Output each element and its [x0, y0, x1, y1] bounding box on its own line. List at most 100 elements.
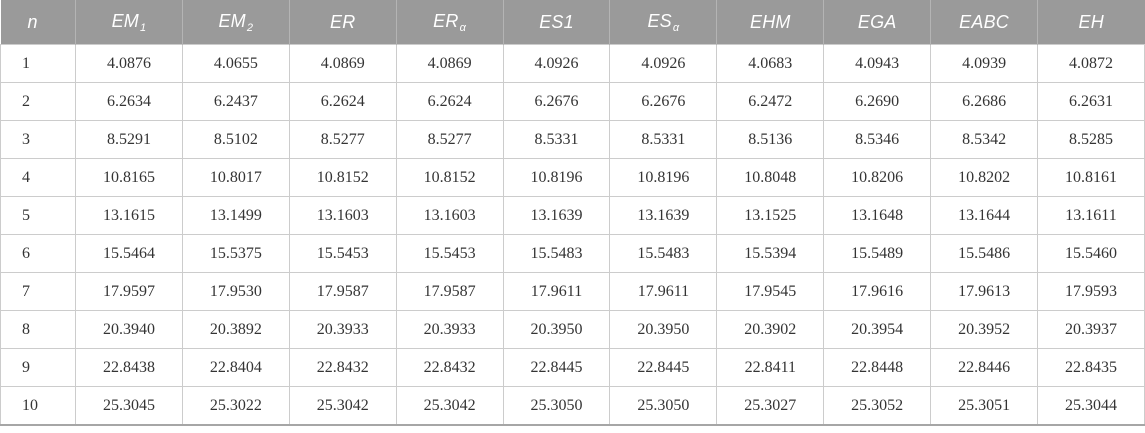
table-cell: 6.2686 [930, 82, 1039, 121]
header-subscript: 1 [139, 21, 147, 34]
table-row: 3 8.5291 8.5102 8.5277 8.5277 8.5331 8.5331 8.5… [0, 120, 1145, 159]
table-cell: 10.8196 [609, 158, 718, 197]
table-cell: 22.8432 [395, 348, 504, 387]
header-label: ES [647, 10, 672, 31]
table-cell: 25.3042 [395, 386, 504, 426]
header-label: EM [218, 10, 246, 31]
table-cell: 13.1639 [502, 196, 611, 235]
header-cell-n: n [0, 0, 76, 45]
table-cell: 20.3950 [609, 310, 718, 349]
table-cell: 10.8017 [181, 158, 290, 197]
table-cell: 17.9611 [502, 272, 611, 311]
table-cell: 6.2634 [75, 82, 183, 121]
table-cell: 4.0869 [288, 44, 397, 83]
table-cell: 22.8438 [75, 348, 183, 387]
table-cell: 17.9597 [75, 272, 183, 311]
table-cell: 8.5346 [823, 120, 932, 159]
table-cell: 6.2437 [181, 82, 290, 121]
table-cell: 20.3933 [395, 310, 504, 349]
table-cell: 20.3950 [502, 310, 611, 349]
table-cell: 4.0655 [181, 44, 290, 83]
table-cell: 13.1639 [609, 196, 718, 235]
table-header: n EM1 EM2 ER ERα ES1 ESα EHM EGA EABC EH [0, 0, 1145, 45]
table-cell: 8.5102 [181, 120, 290, 159]
row-index-cell: 5 [0, 196, 76, 235]
row-index-cell: 10 [0, 386, 76, 426]
table-cell: 20.3902 [716, 310, 825, 349]
table-cell: 20.3954 [823, 310, 932, 349]
row-index-cell: 4 [0, 158, 76, 197]
table-cell: 8.5331 [502, 120, 611, 159]
header-cell-er-alpha: ERα [395, 0, 504, 45]
header-label: EHM [749, 11, 791, 32]
row-index-cell: 6 [0, 234, 76, 273]
header-cell-em-1: EM1 [75, 0, 183, 45]
header-cell-ehm: EHM [716, 0, 824, 45]
table-cell: 25.3052 [823, 386, 932, 426]
table-cell: 20.3892 [181, 310, 290, 349]
row-index-cell: 3 [0, 120, 76, 159]
table-row: 8 20.3940 20.3892 20.3933 20.3933 20.3950 20.3… [0, 310, 1145, 349]
header-cell-eh: EH [1037, 0, 1145, 45]
table-cell: 15.5453 [288, 234, 397, 273]
table-cell: 13.1499 [181, 196, 290, 235]
table-row: 10 25.3045 25.3022 25.3042 25.3042 25.3050 25.… [0, 386, 1145, 426]
table-cell: 22.8448 [823, 348, 932, 387]
table-cell: 15.5453 [395, 234, 504, 273]
table-cell: 10.8048 [716, 158, 825, 197]
header-label: ES1 [539, 11, 574, 32]
table-cell: 8.5285 [1037, 120, 1145, 159]
table-cell: 15.5489 [823, 234, 932, 273]
table-cell: 22.8432 [288, 348, 397, 387]
table-cell: 25.3022 [181, 386, 290, 426]
table-row: 1 4.0876 4.0655 4.0869 4.0869 4.0926 4.0926 4.0… [0, 44, 1145, 83]
table-cell: 15.5464 [75, 234, 183, 273]
row-index-cell: 7 [0, 272, 76, 311]
table-cell: 22.8411 [716, 348, 825, 387]
table-cell: 4.0926 [609, 44, 718, 83]
table-cell: 15.5483 [609, 234, 718, 273]
table-cell: 25.3044 [1037, 386, 1145, 426]
table-cell: 8.5291 [75, 120, 183, 159]
header-label: EH [1078, 11, 1104, 32]
table-cell: 20.3933 [288, 310, 397, 349]
table-cell: 4.0926 [502, 44, 611, 83]
table-cell: 4.0872 [1037, 44, 1145, 83]
table-cell: 6.2676 [502, 82, 611, 121]
table-cell: 6.2631 [1037, 82, 1145, 121]
header-subscript: 2 [246, 21, 254, 34]
header-subscript: α [459, 21, 467, 34]
header-label: ER [330, 11, 356, 32]
table-cell: 20.3940 [75, 310, 183, 349]
table-row: 9 22.8438 22.8404 22.8432 22.8432 22.8445 22.8… [0, 348, 1145, 387]
table-cell: 10.8161 [1037, 158, 1145, 197]
row-index-cell: 1 [0, 44, 76, 83]
table-row: 5 13.1615 13.1499 13.1603 13.1603 13.1639 13.1… [0, 196, 1145, 235]
table-cell: 6.2624 [288, 82, 397, 121]
header-label: n [27, 11, 38, 32]
table-cell: 10.8202 [930, 158, 1039, 197]
table-cell: 15.5375 [181, 234, 290, 273]
table-cell: 25.3050 [609, 386, 718, 426]
table-row: 2 6.2634 6.2437 6.2624 6.2624 6.2676 6.2676 6.2… [0, 82, 1145, 121]
table-cell: 25.3050 [502, 386, 611, 426]
row-index-cell: 8 [0, 310, 76, 349]
table-cell: 13.1615 [75, 196, 183, 235]
header-cell-em-2: EM2 [181, 0, 290, 45]
table-row: 7 17.9597 17.9530 17.9587 17.9587 17.9611 17.9… [0, 272, 1145, 311]
table-cell: 20.3937 [1037, 310, 1145, 349]
table-cell: 4.0683 [716, 44, 825, 83]
table-cell: 15.5394 [716, 234, 825, 273]
row-index-cell: 2 [0, 82, 76, 121]
table-cell: 13.1644 [930, 196, 1039, 235]
table-cell: 6.2690 [823, 82, 932, 121]
table-cell: 25.3042 [288, 386, 397, 426]
table-row: 4 10.8165 10.8017 10.8152 10.8152 10.8196 10.8… [0, 158, 1145, 197]
table-cell: 17.9593 [1037, 272, 1145, 311]
table-cell: 8.5331 [609, 120, 718, 159]
table-cell: 10.8206 [823, 158, 932, 197]
table-cell: 10.8152 [395, 158, 504, 197]
table-cell: 15.5486 [930, 234, 1039, 273]
table-cell: 20.3952 [930, 310, 1039, 349]
table-cell: 25.3045 [75, 386, 183, 426]
